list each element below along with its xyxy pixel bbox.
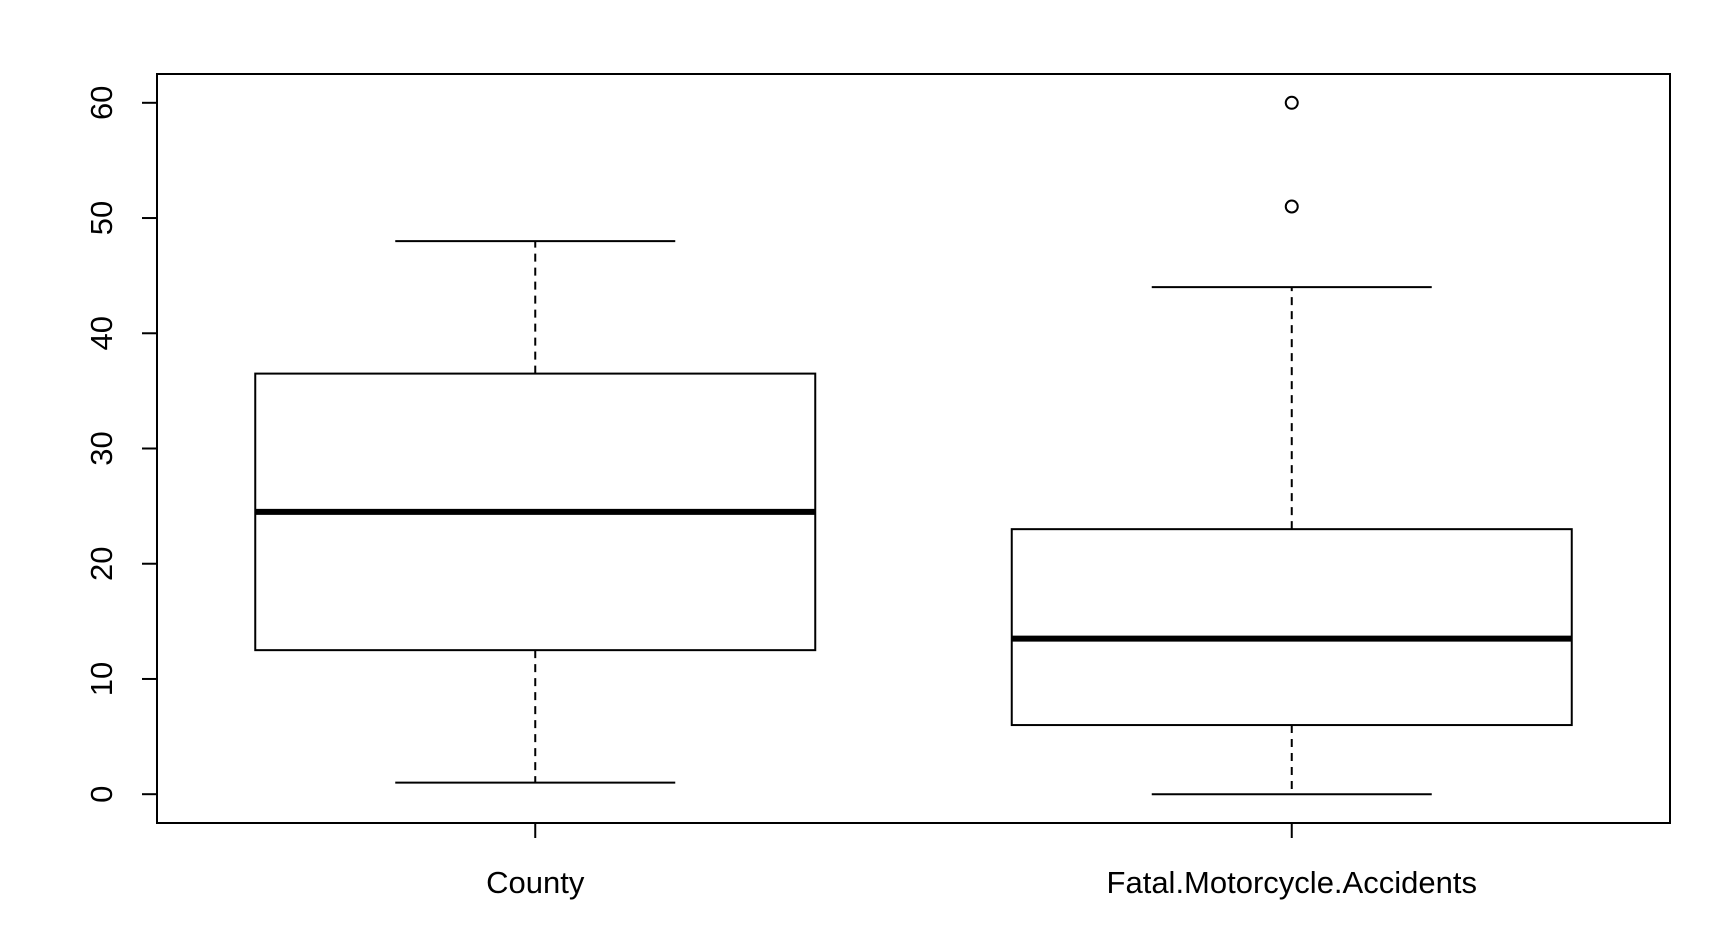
y-axis: 0 10 20 30 40 50 60	[84, 86, 157, 803]
y-tick-label: 30	[84, 431, 119, 465]
x-category-label: Fatal.Motorcycle.Accidents	[1107, 865, 1477, 900]
x-axis: County Fatal.Motorcycle.Accidents	[486, 823, 1477, 900]
y-tick-label: 50	[84, 201, 119, 235]
y-tick-label: 40	[84, 316, 119, 350]
boxes-layer	[254, 95, 1573, 796]
y-tick-label: 20	[84, 546, 119, 580]
box-group	[1010, 95, 1573, 796]
y-tick-label: 60	[84, 86, 119, 120]
box-group	[254, 240, 817, 784]
outlier-point	[1284, 95, 1299, 110]
y-tick-label: 10	[84, 662, 119, 696]
outlier-point	[1284, 199, 1299, 214]
x-category-label: County	[486, 865, 585, 900]
y-tick-label: 0	[84, 786, 119, 803]
iqr-box	[1010, 528, 1573, 727]
